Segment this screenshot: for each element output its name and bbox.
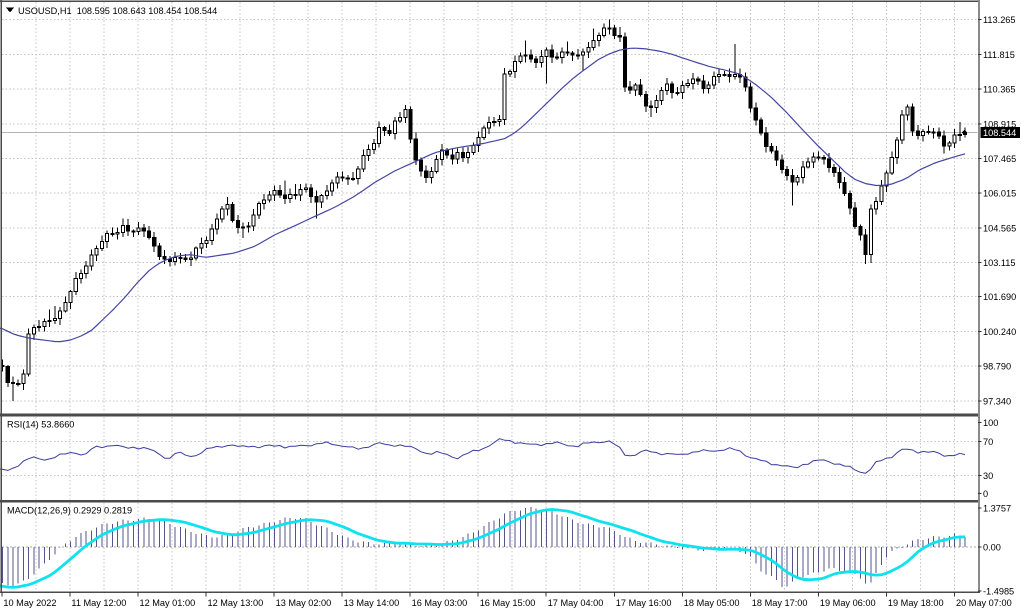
svg-text:18 May 05:00: 18 May 05:00 — [684, 598, 740, 608]
svg-text:113.265: 113.265 — [983, 15, 1016, 25]
svg-text:106.015: 106.015 — [983, 189, 1016, 199]
svg-text:1.3757: 1.3757 — [983, 504, 1011, 514]
svg-text:USOUSD,H1 108.595 108.643 108: USOUSD,H1 108.595 108.643 108.454 108.54… — [18, 6, 217, 16]
svg-text:103.115: 103.115 — [983, 258, 1016, 268]
svg-text:19 May 06:00: 19 May 06:00 — [820, 598, 876, 608]
svg-text:17 May 16:00: 17 May 16:00 — [616, 598, 672, 608]
svg-text:0.00: 0.00 — [983, 543, 1001, 553]
svg-text:RSI(14) 53.8660: RSI(14) 53.8660 — [7, 420, 74, 430]
svg-text:111.815: 111.815 — [983, 50, 1015, 60]
svg-text:108.915: 108.915 — [983, 119, 1016, 129]
svg-text:70: 70 — [983, 437, 993, 447]
svg-text:100: 100 — [983, 418, 998, 428]
svg-text:11 May 12:00: 11 May 12:00 — [71, 598, 126, 608]
svg-text:0: 0 — [983, 489, 988, 499]
svg-text:101.690: 101.690 — [983, 292, 1016, 302]
svg-text:10 May 2022: 10 May 2022 — [3, 598, 56, 608]
svg-text:30: 30 — [983, 471, 993, 481]
svg-text:17 May 04:00: 17 May 04:00 — [548, 598, 604, 608]
svg-text:108.544: 108.544 — [983, 128, 1016, 138]
svg-text:13 May 14:00: 13 May 14:00 — [344, 598, 400, 608]
svg-text:-1.4985: -1.4985 — [983, 587, 1014, 597]
svg-text:107.465: 107.465 — [983, 154, 1016, 164]
svg-text:16 May 15:00: 16 May 15:00 — [480, 598, 536, 608]
svg-text:20 May 07:00: 20 May 07:00 — [956, 598, 1012, 608]
svg-text:12 May 01:00: 12 May 01:00 — [140, 598, 196, 608]
svg-text:100.240: 100.240 — [983, 327, 1016, 337]
svg-text:97.340: 97.340 — [983, 396, 1011, 406]
svg-text:19 May 18:00: 19 May 18:00 — [888, 598, 944, 608]
svg-text:104.565: 104.565 — [983, 223, 1016, 233]
svg-text:18 May 17:00: 18 May 17:00 — [752, 598, 808, 608]
svg-text:13 May 02:00: 13 May 02:00 — [276, 598, 332, 608]
svg-text:12 May 13:00: 12 May 13:00 — [208, 598, 264, 608]
svg-text:MACD(12,26,9) 0.2929 0.2819: MACD(12,26,9) 0.2929 0.2819 — [7, 506, 132, 516]
svg-text:110.365: 110.365 — [983, 85, 1016, 95]
svg-text:16 May 03:00: 16 May 03:00 — [412, 598, 468, 608]
svg-text:98.790: 98.790 — [983, 362, 1011, 372]
